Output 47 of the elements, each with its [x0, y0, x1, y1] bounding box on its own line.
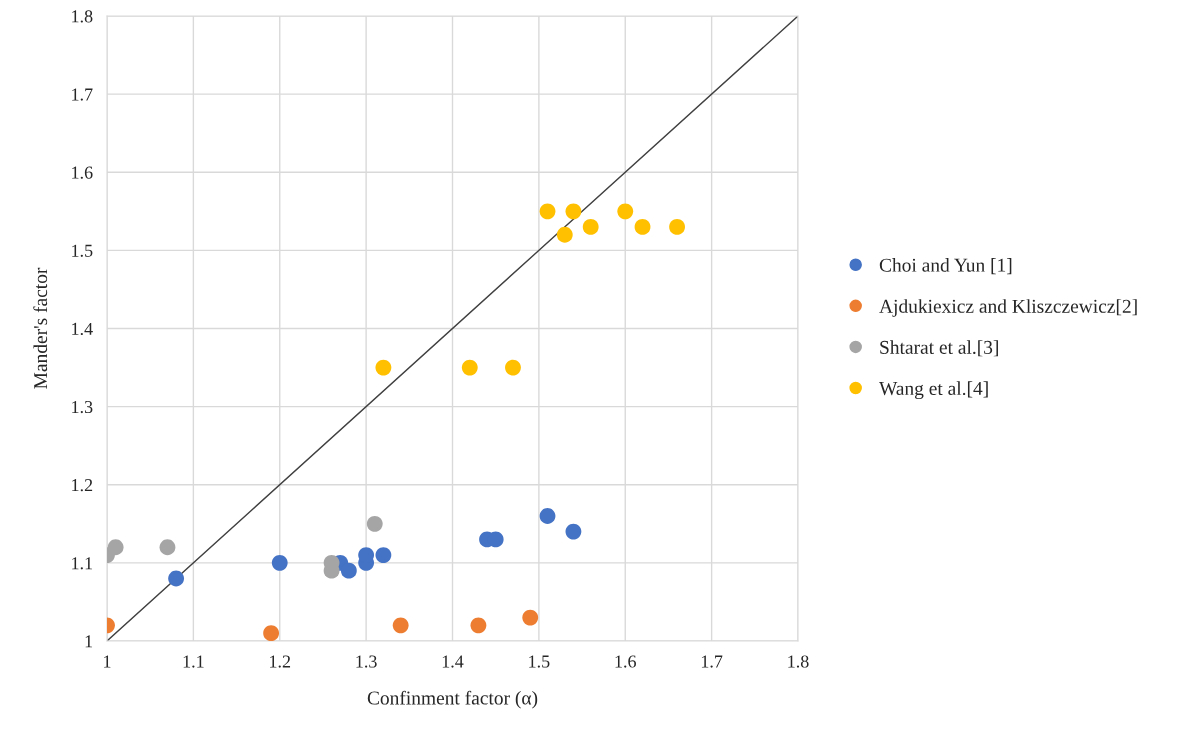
y-axis-title: Mander's factor — [33, 267, 48, 389]
point — [556, 226, 573, 243]
point — [617, 203, 634, 220]
y-tick-label: 1.5 — [72, 244, 93, 257]
y-tick-label: 1.6 — [72, 166, 93, 179]
x-tick-label: 1.1 — [183, 655, 204, 668]
point — [375, 547, 392, 563]
point — [107, 539, 124, 556]
y-tick-label: 1.3 — [72, 400, 93, 414]
point — [461, 359, 478, 376]
point — [375, 359, 392, 376]
point — [565, 203, 582, 220]
legend-label: Ajdukiexicz and Kliszczewicz[2] — [879, 299, 1137, 317]
y-tick-label: 1.2 — [72, 479, 93, 492]
legend-label: Shtarat et al.[3] — [880, 340, 998, 357]
x-tick-label: 1.7 — [701, 655, 723, 668]
y-tick-label: 1.4 — [72, 322, 93, 336]
x-tick-label: 1.8 — [788, 655, 809, 668]
point — [539, 203, 556, 220]
point — [634, 219, 651, 235]
point — [159, 539, 176, 556]
point — [669, 219, 685, 235]
point — [168, 570, 185, 587]
point — [522, 609, 539, 626]
x-axis-title: Confinment factor (α) — [367, 690, 538, 709]
x-tick-label: 1.3 — [356, 655, 377, 668]
point — [392, 617, 409, 634]
y-tick-label: 1.7 — [72, 88, 93, 101]
x-tick-label: 1.6 — [615, 655, 636, 668]
point — [271, 554, 288, 571]
point — [539, 508, 556, 524]
point — [565, 523, 582, 540]
point — [582, 219, 599, 235]
point — [470, 617, 487, 634]
x-tick-label: 1.5 — [529, 655, 550, 668]
point — [263, 625, 280, 641]
legend-label: Choi and Yun [1] — [879, 258, 1012, 275]
y-tick-label: 1 — [85, 635, 93, 648]
point — [366, 515, 383, 532]
x-tick-label: 1.4 — [442, 655, 464, 668]
x-tick-label: 1.2 — [270, 655, 291, 668]
y-tick-label: 1.8 — [72, 10, 93, 23]
point — [340, 562, 357, 579]
y-tick-label: 1.1 — [72, 557, 93, 570]
x-tick-label: 1 — [104, 655, 111, 668]
point — [505, 359, 521, 376]
legend-label: Wang et al.[4] — [879, 381, 988, 400]
